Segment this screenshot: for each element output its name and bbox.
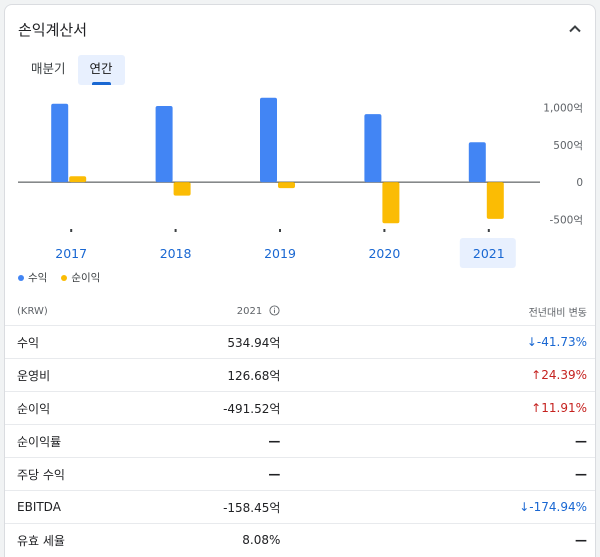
table-row: 유효 세율 8.08% —: [5, 523, 595, 556]
row-value: 126.68억: [94, 358, 481, 392]
change-value: 11.91%: [541, 401, 587, 415]
chevron-up-icon[interactable]: [565, 19, 585, 39]
financial-table: (KRW) 2021 전년대비 변동 수익 534.94억 ↓-41.73% 운영비 1…: [5, 297, 595, 556]
bar-net-income[interactable]: [173, 182, 191, 196]
row-change: ↑24.39%: [480, 358, 595, 392]
row-change: ↓-41.73%: [480, 325, 595, 359]
unit-label: (KRW): [17, 305, 48, 317]
table-row: 순이익률 — —: [5, 424, 595, 458]
x-tick-label[interactable]: 2018: [160, 246, 192, 261]
change-value: —: [575, 533, 587, 547]
change-value: —: [575, 467, 587, 481]
x-tick-label[interactable]: 2017: [55, 246, 87, 261]
row-label: EBITDA: [5, 490, 95, 524]
tab-annual[interactable]: 연간: [77, 55, 125, 85]
row-change: ↓-174.94%: [480, 490, 595, 524]
table-row: 주당 수익 — —: [5, 457, 595, 491]
change-value: 24.39%: [541, 368, 587, 382]
selected-year-highlight: [459, 238, 516, 268]
row-label: 유효 세율: [5, 523, 95, 556]
row-change: —: [480, 523, 595, 556]
table-header-row: (KRW) 2021 전년대비 변동: [5, 297, 595, 326]
row-change: —: [480, 424, 595, 458]
bar-revenue[interactable]: [468, 142, 486, 183]
bar-net-income[interactable]: [278, 182, 295, 189]
period-tabs: 매분기 연간: [19, 55, 125, 85]
change-value: -41.73%: [536, 335, 587, 349]
bar-net-income[interactable]: [486, 182, 504, 219]
row-label: 수익: [5, 325, 95, 359]
row-change: —: [480, 457, 595, 491]
change-value: —: [575, 434, 587, 448]
chart-legend: 수익 순이익: [18, 270, 100, 285]
bar-revenue[interactable]: [364, 114, 382, 183]
y-tick-label: 500억: [553, 140, 583, 152]
bar-net-income[interactable]: [382, 182, 400, 224]
bar-revenue[interactable]: [260, 97, 277, 183]
row-label: 순이익률: [5, 424, 95, 458]
x-tick-mark: [174, 229, 177, 232]
x-tick-mark: [487, 229, 490, 232]
table-row: EBITDA -158.45억 ↓-174.94%: [5, 490, 595, 524]
row-value: -491.52억: [94, 391, 481, 425]
row-value: 8.08%: [94, 523, 481, 556]
y-tick-label: -500억: [550, 215, 584, 227]
info-icon[interactable]: [269, 305, 280, 316]
x-tick-mark: [279, 229, 281, 232]
row-value: -158.45억: [94, 490, 481, 524]
bar-revenue[interactable]: [51, 103, 69, 183]
row-label: 운영비: [5, 358, 95, 392]
table-row: 운영비 126.68억 ↑24.39%: [5, 358, 595, 392]
x-tick-label[interactable]: 2019: [264, 246, 296, 261]
row-value: —: [94, 457, 481, 491]
bar-revenue[interactable]: [155, 105, 173, 183]
tab-quarterly[interactable]: 매분기: [31, 61, 66, 76]
change-column-header: 전년대비 변동: [528, 307, 587, 319]
table-row: 순이익 -491.52억 ↑11.91%: [5, 391, 595, 425]
income-chart: 1,000억 500억 0 -500억 2017 2018 2019 2020 2021: [18, 97, 584, 268]
change-value: -174.94%: [529, 500, 587, 514]
row-value: —: [94, 424, 481, 458]
table-row: 수익 534.94억 ↓-41.73%: [5, 325, 595, 359]
change-arrow: ↑: [531, 401, 542, 415]
y-tick-label: 1,000억: [543, 102, 583, 114]
row-value: 534.94억: [94, 325, 481, 359]
change-arrow: ↑: [531, 368, 542, 382]
row-label: 순이익: [5, 391, 95, 425]
card-title: 손익계산서: [18, 21, 88, 39]
x-tick-mark: [383, 229, 386, 232]
legend-item-net-income: 순이익: [61, 270, 100, 285]
legend-item-revenue: 수익: [18, 270, 47, 285]
income-statement-card: 손익계산서 매분기 연간 1,000억 500억 0 -500억 2017 2018 201…: [4, 4, 596, 557]
row-label: 주당 수익: [5, 457, 95, 491]
x-tick-label[interactable]: 2020: [368, 246, 400, 261]
row-change: ↑11.91%: [480, 391, 595, 425]
bar-net-income[interactable]: [69, 176, 87, 183]
y-tick-label: 0: [576, 177, 583, 189]
year-column-header: 2021: [95, 297, 481, 326]
change-arrow: ↓: [519, 500, 530, 514]
x-tick-label[interactable]: 2021: [473, 246, 505, 261]
change-arrow: ↓: [526, 335, 537, 349]
x-tick-mark: [70, 229, 73, 232]
